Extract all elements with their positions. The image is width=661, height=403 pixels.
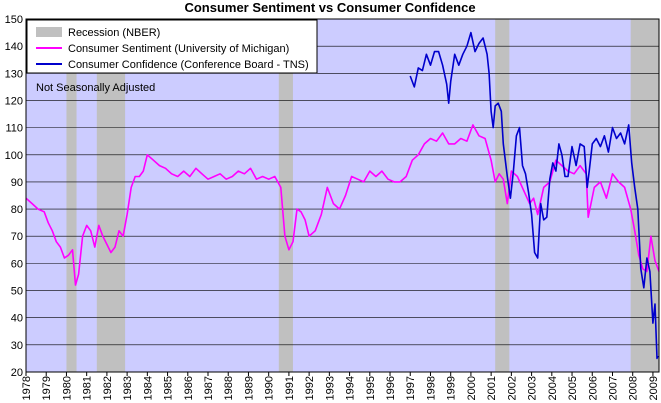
y-tick-label: 20	[11, 367, 23, 379]
recession-band	[495, 19, 510, 372]
x-tick-label: 2001	[486, 376, 498, 400]
gridlines	[26, 45, 659, 346]
y-tick-label: 130	[5, 68, 23, 80]
confidence-line	[409, 31, 659, 360]
series-lines	[25, 31, 660, 360]
y-tick-label: 40	[11, 313, 23, 325]
x-tick-label: 1986	[183, 376, 195, 400]
y-tick-label: 80	[11, 204, 23, 216]
x-tick-label: 2009	[648, 376, 660, 400]
recession-band	[96, 19, 126, 372]
legend: Recession (NBER) Consumer Sentiment (Uni…	[26, 19, 318, 74]
legend-box	[26, 19, 318, 74]
x-tick-label: 2000	[466, 376, 478, 400]
x-tick-label: 1998	[425, 376, 437, 400]
x-tick-label: 2002	[506, 376, 518, 400]
y-tick-label: 60	[11, 258, 23, 270]
chart-title: Consumer Sentiment vs Consumer Confidenc…	[184, 0, 475, 15]
x-tick-label: 2004	[547, 376, 559, 400]
legend-label-recession: Recession (NBER)	[68, 27, 160, 39]
x-tick-label: 1983	[122, 376, 134, 400]
x-tick-label: 1980	[61, 376, 73, 400]
x-tick-label: 1987	[203, 376, 215, 400]
x-tick-label: 1989	[243, 376, 255, 400]
x-axis-ticks: 1978 1979 1980 1981 1982 1983 1984 1985 1986 1987…	[21, 372, 660, 400]
x-tick-label: 1991	[284, 376, 296, 400]
y-axis-ticks: 20 30 40 50 60 70 80 90 100 110 120 130 140 150	[5, 14, 23, 379]
x-tick-label: 1981	[82, 376, 94, 400]
x-tick-label: 2008	[628, 376, 640, 400]
y-tick-label: 100	[5, 150, 23, 162]
x-tick-label: 1995	[365, 376, 377, 400]
sentiment-line	[25, 124, 660, 286]
x-tick-label: 2007	[607, 376, 619, 400]
y-tick-label: 120	[5, 95, 23, 107]
x-tick-label: 1984	[142, 376, 154, 400]
y-tick-label: 140	[5, 41, 23, 53]
x-tick-label: 1999	[446, 376, 458, 400]
y-tick-label: 150	[5, 14, 23, 26]
x-tick-label: 1992	[304, 376, 316, 400]
plot-area	[25, 18, 660, 373]
y-tick-label: 90	[11, 177, 23, 189]
recession-band	[278, 19, 293, 372]
x-tick-label: 1985	[163, 376, 175, 400]
seasonal-note: Not Seasonally Adjusted	[36, 82, 155, 94]
x-tick-label: 1997	[405, 376, 417, 400]
plot-border	[25, 18, 660, 373]
x-tick-label: 1996	[385, 376, 397, 400]
x-tick-label: 2003	[527, 376, 539, 400]
y-tick-label: 70	[11, 231, 23, 243]
x-tick-label: 1990	[264, 376, 276, 400]
x-tick-label: 1979	[41, 376, 53, 400]
x-tick-label: 2006	[587, 376, 599, 400]
y-tick-label: 50	[11, 286, 23, 298]
x-tick-label: 1994	[345, 376, 357, 400]
x-tick-label: 1978	[21, 376, 33, 400]
legend-label-sentiment: Consumer Sentiment (University of Michig…	[68, 43, 289, 55]
legend-label-confidence: Consumer Confidence (Conference Board - …	[68, 59, 309, 71]
x-tick-label: 2005	[567, 376, 579, 400]
recession-band	[66, 19, 77, 372]
y-tick-label: 30	[11, 340, 23, 352]
x-tick-label: 1988	[223, 376, 235, 400]
y-tick-label: 110	[5, 123, 23, 135]
x-tick-label: 1982	[102, 376, 114, 400]
x-tick-label: 1993	[324, 376, 336, 400]
legend-swatch-recession	[36, 27, 62, 37]
